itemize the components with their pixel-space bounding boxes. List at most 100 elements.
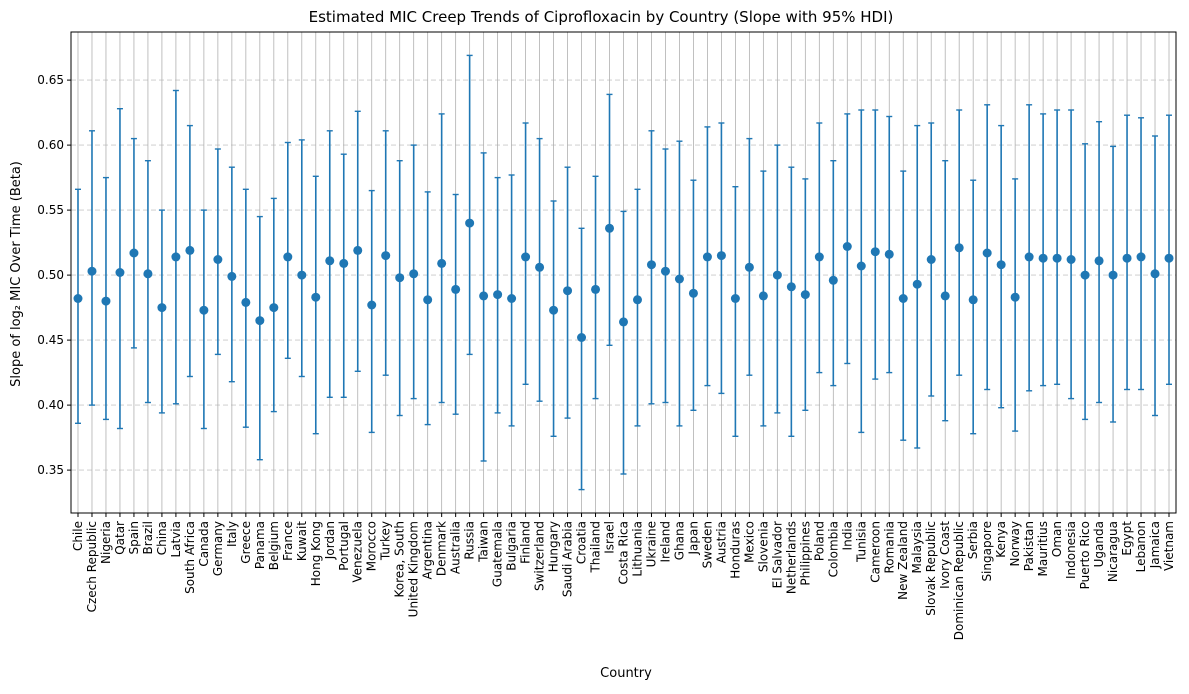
data-point	[143, 269, 153, 279]
x-tick-label: Ivory Coast	[938, 521, 952, 589]
data-point	[800, 290, 810, 300]
data-point	[926, 255, 936, 264]
data-point	[395, 273, 405, 283]
data-point	[255, 316, 265, 326]
data-point	[367, 300, 377, 310]
error-bar	[1166, 114, 1173, 385]
data-point	[591, 284, 601, 294]
error-bar	[452, 193, 459, 415]
error-bar	[1068, 109, 1075, 400]
error-bar	[1040, 113, 1047, 387]
data-point	[674, 274, 684, 284]
x-tick-label: Norway	[1008, 521, 1022, 567]
x-tick-label: Korea, South	[393, 521, 407, 598]
x-tick-label: Morocco	[365, 521, 379, 571]
data-point	[549, 305, 559, 315]
x-tick-label: Poland	[812, 521, 826, 561]
data-point	[814, 252, 824, 262]
x-tick-label: Nigeria	[99, 521, 113, 564]
data-point	[227, 271, 237, 281]
error-bar	[550, 200, 557, 437]
data-point	[353, 245, 363, 255]
x-tick-label: Lithuania	[630, 521, 644, 577]
y-tick-label: 0.40	[37, 398, 64, 412]
data-point	[241, 297, 251, 307]
data-point	[842, 242, 852, 251]
data-point	[758, 291, 768, 301]
y-axis-label: Slope of log₂ MIC Over Time (Beta)	[9, 161, 24, 387]
x-tick-label: El Salvador	[770, 521, 784, 588]
x-tick-label: Hungary	[547, 521, 561, 572]
data-point	[437, 258, 447, 268]
error-bar	[144, 159, 151, 404]
x-tick-label: Spain	[127, 521, 141, 555]
error-bar	[900, 170, 907, 441]
x-tick-label: Puerto Rico	[1078, 521, 1092, 589]
error-bar	[816, 122, 823, 374]
error-bar	[662, 148, 669, 404]
x-tick-label: Singapore	[980, 521, 994, 582]
data-point	[716, 251, 726, 261]
data-point	[1164, 253, 1174, 263]
x-tick-label: Venezuela	[351, 521, 365, 583]
data-point	[870, 247, 880, 257]
x-tick-label: Czech Republic	[85, 521, 99, 612]
error-bar	[242, 188, 249, 428]
error-bar	[438, 113, 445, 404]
data-point	[87, 266, 97, 276]
x-tick-label: Panama	[253, 521, 267, 569]
data-point	[702, 252, 712, 262]
x-tick-label: Saudi Arabia	[561, 521, 575, 597]
error-bar	[578, 227, 585, 491]
x-tick-label: Malaysia	[910, 521, 924, 573]
data-point	[632, 295, 642, 305]
error-bar	[1026, 104, 1033, 392]
data-point	[619, 317, 628, 327]
error-bar	[746, 137, 753, 376]
x-tick-label: Dominican Republic	[952, 521, 966, 640]
data-point	[1080, 270, 1090, 280]
data-point	[325, 256, 335, 266]
x-tick-label: Slovenia	[756, 521, 770, 572]
data-point	[982, 248, 992, 258]
x-tick-label: Ireland	[658, 521, 672, 563]
error-bar	[298, 139, 305, 378]
data-point	[381, 251, 391, 261]
x-tick-label: Lebanon	[1134, 521, 1148, 572]
data-point	[1108, 270, 1118, 280]
data-point	[1136, 252, 1146, 262]
error-bar	[396, 159, 403, 417]
x-tick-label: Switzerland	[533, 521, 547, 591]
x-tick-label: Sweden	[700, 521, 714, 568]
error-bar	[214, 148, 221, 356]
data-point	[772, 270, 782, 280]
x-tick-layer: Chile Czech Republic Nigeria Qatar Spain Braz…	[71, 513, 1176, 640]
error-bar	[368, 189, 375, 434]
x-tick-label: Argentina	[421, 521, 435, 580]
error-bar	[830, 159, 837, 387]
data-point	[968, 295, 978, 305]
data-point	[269, 303, 279, 313]
data-point	[283, 252, 293, 262]
error-bar	[620, 210, 627, 475]
error-bar	[74, 188, 81, 424]
data-point	[1122, 253, 1132, 263]
y-tick-label: 0.55	[37, 203, 64, 217]
data-point	[521, 252, 531, 262]
x-tick-label: Croatia	[575, 521, 589, 564]
data-point	[129, 248, 139, 258]
x-tick-label: China	[155, 521, 169, 555]
x-tick-label: Serbia	[966, 521, 980, 559]
error-bar	[732, 185, 739, 437]
x-tick-label: Japan	[686, 521, 700, 555]
x-tick-label: Tunisia	[854, 521, 868, 563]
data-point	[171, 252, 181, 262]
y-tick-label: 0.35	[37, 463, 64, 477]
x-tick-label: Kenya	[994, 521, 1008, 558]
x-tick-label: Greece	[239, 521, 253, 564]
x-tick-label: Italy	[225, 521, 239, 547]
x-tick-label: Denmark	[435, 521, 449, 576]
data-point	[465, 218, 475, 228]
error-bar	[424, 191, 431, 426]
